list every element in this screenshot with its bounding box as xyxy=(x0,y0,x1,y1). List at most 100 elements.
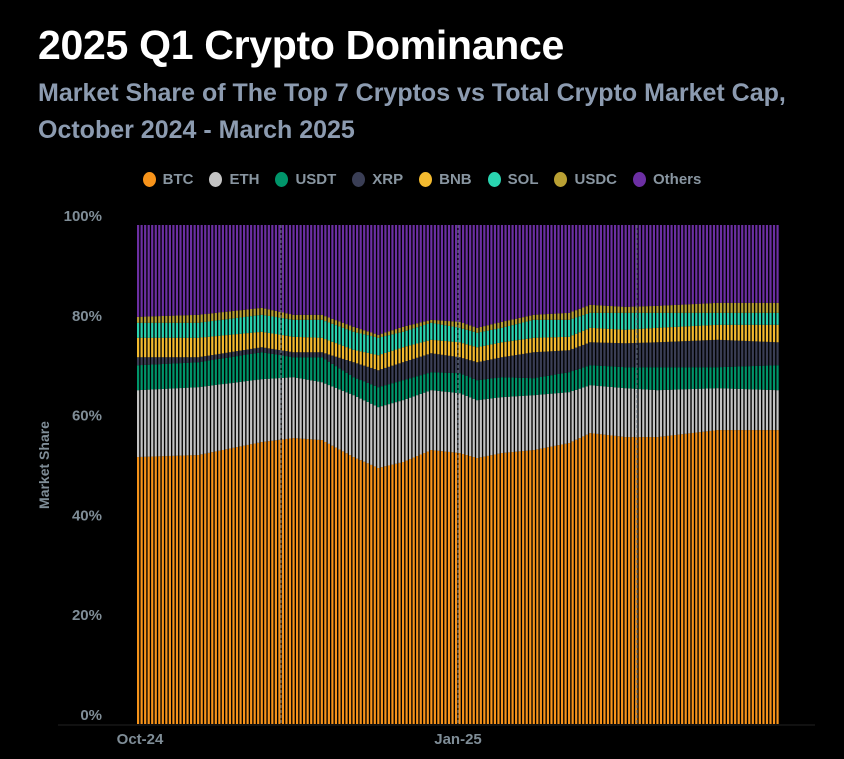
bar-segment-bnb xyxy=(681,326,684,342)
bar-segment-usdt xyxy=(656,367,659,391)
bar-segment-sol xyxy=(638,312,641,329)
bar-segment-bnb xyxy=(207,336,210,356)
bar-segment-xrp xyxy=(458,357,461,374)
bar-segment-sol xyxy=(681,312,684,327)
legend-item-usdt[interactable]: USDT xyxy=(275,171,336,188)
bar-segment-bnb xyxy=(560,336,564,351)
bar-segment-usdc xyxy=(341,322,345,328)
bar-segment-btc xyxy=(666,435,670,724)
bar-segment-sol xyxy=(228,318,232,335)
bar-segment-usdc xyxy=(536,314,539,320)
bar-segment-sol xyxy=(239,317,242,334)
bar-segment-sol xyxy=(716,312,719,325)
bar-segment-usdt xyxy=(288,356,292,378)
bar-segment-eth xyxy=(310,380,313,440)
bar-segment-btc xyxy=(670,435,673,724)
bar-segment-usdc xyxy=(698,303,701,313)
bar-segment-usdt xyxy=(306,357,309,380)
bar-segment-usdc xyxy=(437,320,440,325)
bar-segment-usdt xyxy=(560,373,564,393)
bar-segment-xrp xyxy=(493,358,497,379)
bar-segment-eth xyxy=(730,388,733,431)
bar-segment-usdt xyxy=(515,377,518,397)
bar-segment-usdc xyxy=(529,315,532,321)
bar-segment-usdt xyxy=(430,372,433,391)
legend-item-sol[interactable]: SOL xyxy=(487,171,538,188)
bar-segment-usdc xyxy=(769,302,772,313)
bar-segment-usdc xyxy=(373,333,376,337)
bar-segment-eth xyxy=(571,391,574,442)
bar-segment-btc xyxy=(603,434,606,724)
bar-segment-eth xyxy=(444,391,447,452)
bar-segment-xrp xyxy=(737,340,740,367)
legend-item-btc[interactable]: BTC xyxy=(142,171,194,188)
bar-segment-xrp xyxy=(599,342,603,366)
bar-segment-xrp xyxy=(186,357,189,363)
bar-segment-eth xyxy=(391,403,394,465)
bar-segment-others xyxy=(617,225,620,307)
bar-segment-others xyxy=(659,225,663,306)
bar-segment-xrp xyxy=(214,354,217,360)
bar-segment-xrp xyxy=(730,340,733,367)
bar-segment-usdc xyxy=(772,302,776,313)
bar-segment-eth xyxy=(235,382,239,448)
bar-segment-eth xyxy=(617,387,620,437)
bar-segment-usdc xyxy=(751,302,754,313)
legend-item-others[interactable]: Others xyxy=(633,171,701,188)
bar-segment-usdt xyxy=(564,372,567,393)
legend-item-usdc[interactable]: USDC xyxy=(554,171,617,188)
bar-segment-eth xyxy=(398,401,401,463)
bar-segment-usdt xyxy=(204,361,207,387)
bar-segment-eth xyxy=(204,386,207,454)
legend-item-eth[interactable]: ETH xyxy=(209,171,259,188)
bar-segment-bnb xyxy=(543,337,546,352)
bar-segment-usdc xyxy=(221,312,224,320)
bar-segment-eth xyxy=(409,397,412,460)
bar-segment-usdt xyxy=(253,353,256,381)
bar-segment-btc xyxy=(207,452,210,724)
bar-segment-btc xyxy=(158,456,161,724)
bar-segment-others xyxy=(571,225,574,312)
legend-item-bnb[interactable]: BNB xyxy=(419,171,472,188)
bar-segment-xrp xyxy=(320,352,323,358)
bar-segment-xrp xyxy=(677,341,680,368)
bar-segment-eth xyxy=(313,380,316,440)
bar-segment-xrp xyxy=(338,357,341,369)
bar-segment-btc xyxy=(698,432,701,724)
bar-segment-eth xyxy=(621,387,624,437)
bar-segment-others xyxy=(380,225,383,334)
bar-segment-usdc xyxy=(550,313,553,320)
bar-segment-others xyxy=(691,225,694,305)
bar-segment-xrp xyxy=(387,366,391,385)
bar-segment-eth xyxy=(670,389,673,436)
bar-segment-usdc xyxy=(317,314,320,320)
bar-segment-others xyxy=(147,225,150,317)
bar-segment-eth xyxy=(377,407,380,469)
bar-segment-usdt xyxy=(698,367,701,389)
bar-segment-usdc xyxy=(638,306,641,313)
bar-segment-xrp xyxy=(348,361,352,375)
bar-segment-usdt xyxy=(313,357,316,381)
legend-item-xrp[interactable]: XRP xyxy=(352,171,403,188)
bar-segment-usdt xyxy=(154,364,157,390)
bar-segment-sol xyxy=(525,321,528,339)
bar-segment-eth xyxy=(288,377,292,439)
bar-segment-sol xyxy=(285,318,288,336)
bar-segment-usdc xyxy=(380,333,383,337)
bar-segment-sol xyxy=(423,325,426,342)
bar-segment-bnb xyxy=(447,341,451,356)
bar-segment-bnb xyxy=(398,348,401,364)
bar-segment-others xyxy=(493,225,497,324)
bar-segment-usdt xyxy=(674,367,677,390)
bar-segment-xrp xyxy=(172,357,175,364)
bar-segment-eth xyxy=(416,395,419,457)
bar-segment-btc xyxy=(359,460,362,724)
bar-segment-usdt xyxy=(295,357,299,378)
bar-segment-others xyxy=(596,225,599,306)
bar-segment-others xyxy=(292,225,295,315)
bar-segment-usdc xyxy=(327,317,330,323)
legend-label: BTC xyxy=(162,171,194,188)
bar-segment-usdc xyxy=(568,312,571,320)
bar-segment-xrp xyxy=(416,357,419,377)
bar-segment-btc xyxy=(161,456,164,724)
